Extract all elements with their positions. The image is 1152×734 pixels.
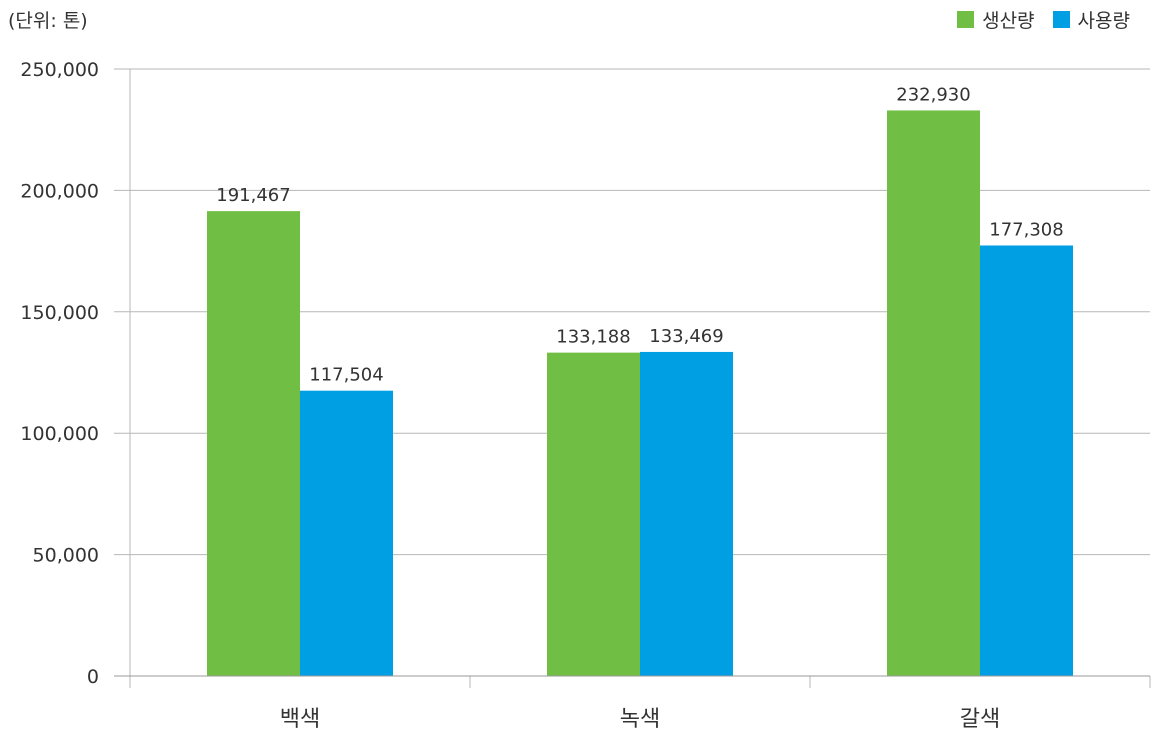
data-label-usage-1: 133,469 [649, 326, 723, 347]
legend-label-usage: 사용량 [1077, 10, 1130, 32]
y-tick-label-2: 100,000 [20, 423, 99, 445]
legend-item-production: 생산량 [957, 6, 1035, 33]
unit-label: (단위: 톤) [8, 10, 88, 32]
legend: 생산량 사용량 [957, 6, 1130, 33]
bar-usage-1 [640, 351, 733, 676]
x-category-label-0: 백색 [280, 707, 320, 732]
bar-production-2 [887, 110, 980, 676]
legend-item-usage: 사용량 [1052, 6, 1130, 33]
data-label-production-1: 133,188 [556, 327, 630, 348]
legend-swatch-usage [1052, 11, 1070, 28]
y-tick-label-4: 200,000 [20, 180, 99, 202]
x-category-label-2: 갈색 [960, 707, 1000, 732]
y-tick-label-1: 50,000 [33, 545, 99, 567]
x-category-label-1: 녹색 [620, 707, 660, 732]
y-tick-label-3: 150,000 [20, 302, 99, 324]
data-label-usage-0: 117,504 [309, 365, 383, 386]
bar-production-1 [547, 352, 640, 676]
bar-usage-0 [300, 390, 393, 676]
legend-label-production: 생산량 [982, 10, 1035, 32]
bar-production-0 [207, 211, 300, 677]
data-label-production-0: 191,467 [216, 185, 290, 206]
legend-swatch-production [957, 11, 975, 28]
y-tick-label-5: 250,000 [20, 59, 99, 81]
bar-usage-2 [980, 245, 1073, 677]
data-label-usage-2: 177,308 [989, 219, 1063, 240]
y-tick-label-0: 0 [87, 666, 99, 688]
data-label-production-2: 232,930 [896, 84, 970, 105]
